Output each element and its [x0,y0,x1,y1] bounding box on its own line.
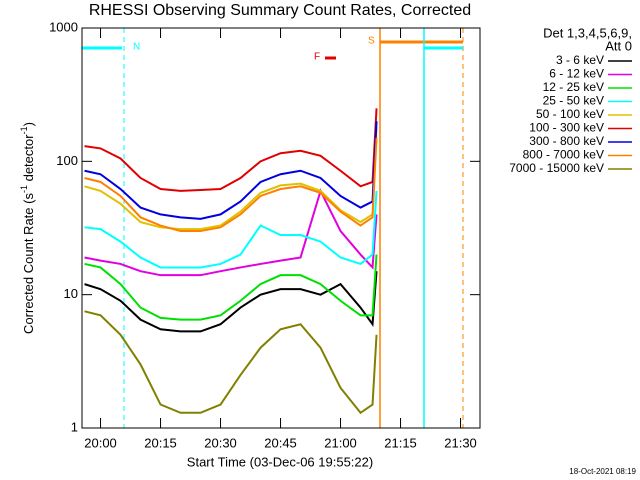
x-tick-label: 20:30 [204,435,237,450]
x-tick-label: 21:30 [444,435,477,450]
y-tick-label: 1 [71,419,78,434]
legend-label: 300 - 800 keV [529,134,604,148]
y-label-part: Corrected Count Rate (s [21,193,36,334]
legend-label: 12 - 25 keV [543,80,604,94]
legend-label: 50 - 100 keV [536,107,604,121]
legend-title: Det 1,3,4,5,6,9, [543,25,632,40]
markers: N S F [82,28,464,428]
y-label-part: -1 [19,126,29,134]
y-tick-label: 1000 [49,19,78,34]
legend-label: 25 - 50 keV [543,94,604,108]
series-line [84,127,378,231]
legend-label: 100 - 300 keV [529,121,604,135]
legend-title: Att 0 [605,38,632,53]
y-tick-label: 10 [64,286,78,301]
legend-label: 800 - 7000 keV [523,148,604,162]
x-tick-label: 20:00 [84,435,117,450]
series-line [84,310,378,415]
series-line [84,137,378,233]
legend-label: 3 - 6 keV [556,53,604,67]
series-line [84,108,378,192]
legend-label: 6 - 12 keV [549,67,604,81]
x-tick-label: 20:15 [144,435,177,450]
series-line [84,188,378,277]
y-label-part: ) [21,122,36,126]
series-line [84,254,378,321]
footer: 18-Oct-2021 08:19 [569,467,636,476]
x-tick-label: 20:45 [264,435,297,450]
x-axis-label: Start Time (03-Dec-06 19:55:22) [187,454,373,469]
chart-title: RHESSI Observing Summary Count Rates, Co… [89,2,471,19]
saa-label: S [368,36,375,47]
night-label: N [133,42,140,53]
y-label-part: -1 [19,185,29,193]
series-line [84,121,378,220]
series-line [84,271,378,333]
flare-label: F [314,52,320,63]
series-line [84,190,378,269]
y-axis-label: Corrected Count Rate (s-1 detector-1) [19,122,36,334]
y-tick-label: 100 [56,153,78,168]
x-tick-label: 21:15 [384,435,417,450]
y-label-part: detector [21,134,36,185]
legend-label: 7000 - 15000 keV [509,161,604,175]
x-tick-label: 21:00 [324,435,357,450]
